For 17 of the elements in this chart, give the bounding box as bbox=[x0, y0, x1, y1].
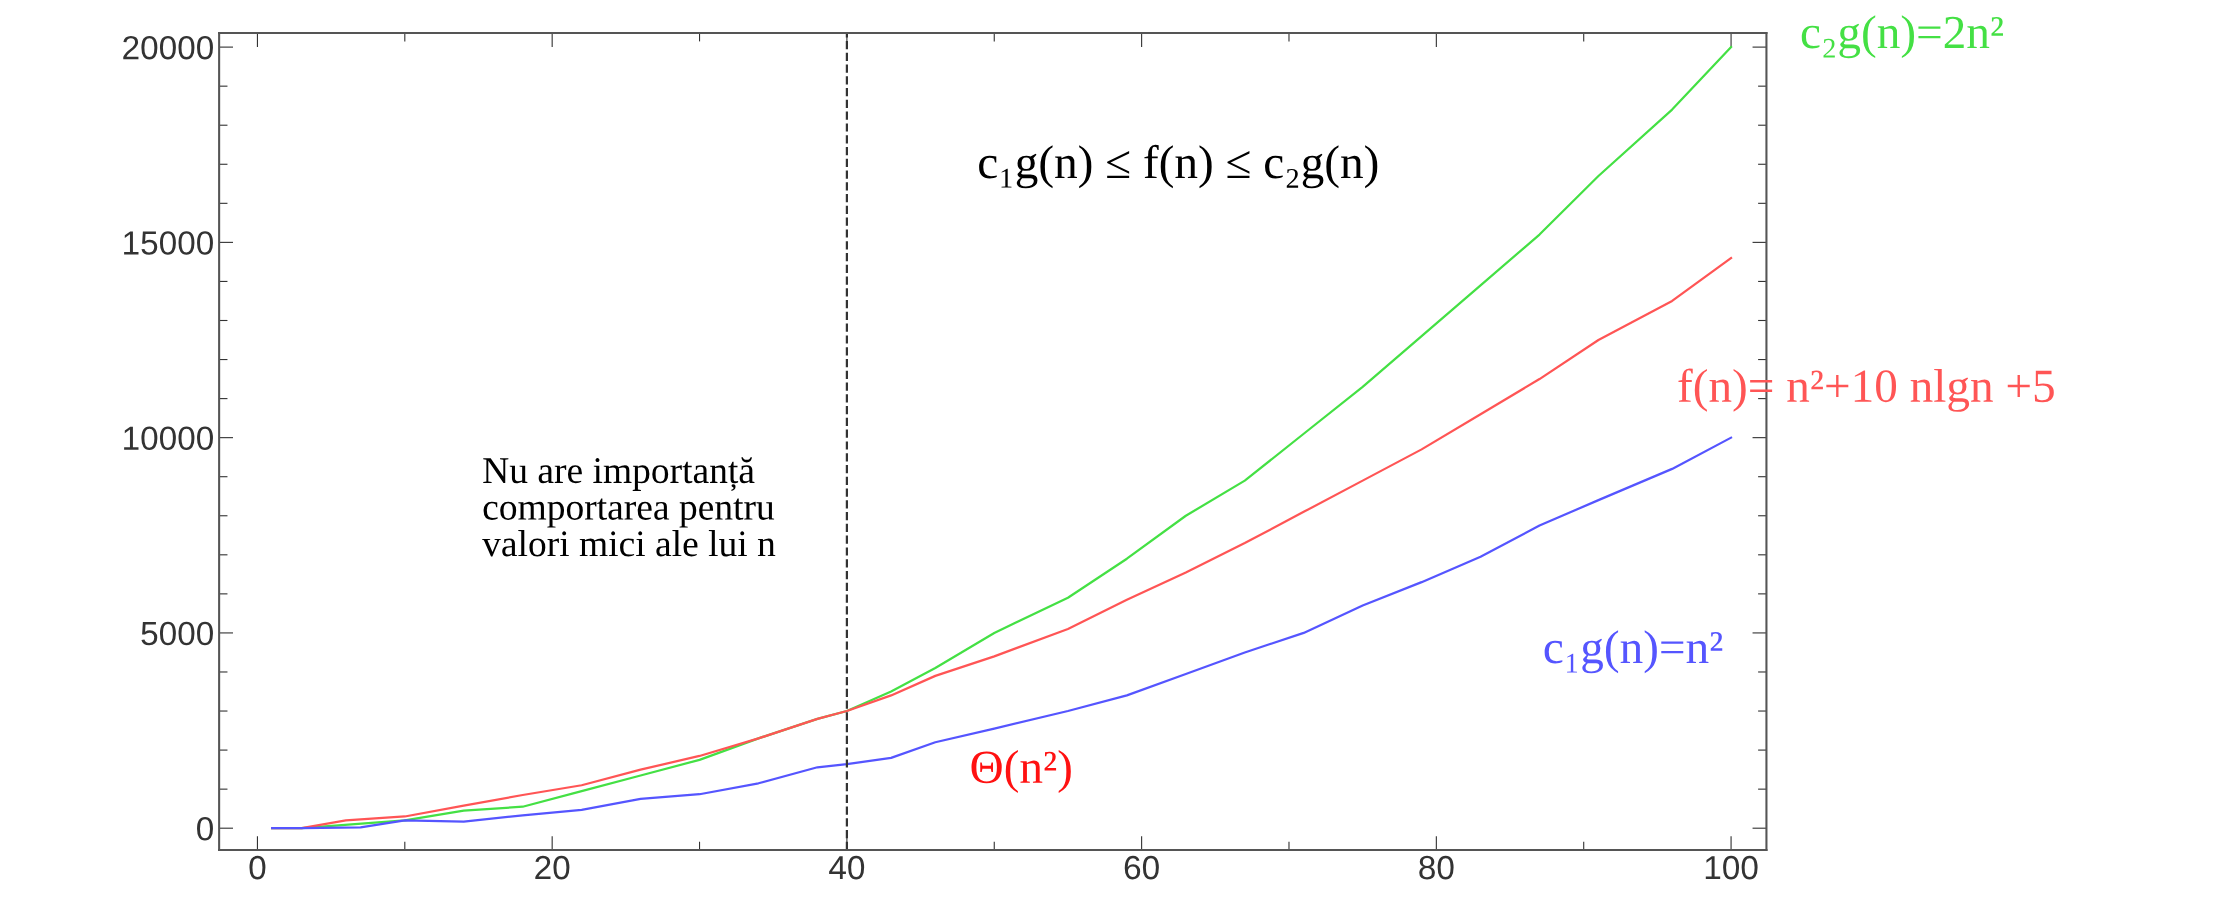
x-tick-label: 60 bbox=[1124, 855, 1159, 880]
annotation: c₁g(n) ≤ f(n) ≤ c₂g(n) bbox=[979, 144, 1378, 189]
x-tick-label: 40 bbox=[829, 855, 865, 880]
line-series bbox=[271, 436, 1733, 830]
y-tick-label: 5000 bbox=[141, 621, 213, 646]
x-tick-label: 100 bbox=[1705, 855, 1758, 880]
y-tick-label: 15000 bbox=[124, 231, 213, 255]
y-tick-label: 10000 bbox=[124, 426, 213, 451]
text: c₁g(n)=n² bbox=[1544, 630, 1723, 674]
x-tick-label: 20 bbox=[535, 855, 570, 880]
x-tick-label: 80 bbox=[1419, 855, 1454, 880]
y-tick-label: 0 bbox=[197, 817, 213, 841]
series-label: c₂g(n)=2n² bbox=[1801, 15, 2003, 59]
x-tick-label: 0 bbox=[249, 855, 266, 880]
annotation: Nu are importanță comportarea pentru valori mici ale lui n bbox=[482, 457, 776, 557]
y-tick-label: 20000 bbox=[123, 35, 213, 60]
annotation: Θ(n²) bbox=[971, 750, 1071, 793]
